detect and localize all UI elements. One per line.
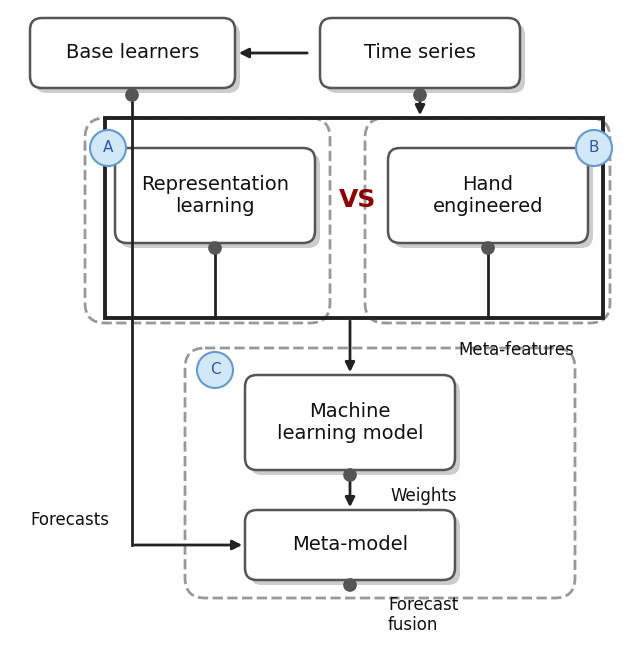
Text: Meta-model: Meta-model: [292, 536, 408, 554]
FancyBboxPatch shape: [245, 510, 455, 580]
Text: Weights: Weights: [390, 487, 456, 505]
FancyBboxPatch shape: [325, 23, 525, 93]
Circle shape: [344, 579, 356, 591]
FancyBboxPatch shape: [250, 380, 460, 475]
FancyBboxPatch shape: [115, 148, 315, 243]
Circle shape: [344, 469, 356, 481]
FancyBboxPatch shape: [250, 515, 460, 585]
Circle shape: [209, 242, 221, 254]
Text: Time series: Time series: [364, 43, 476, 63]
Text: C: C: [210, 362, 220, 378]
Text: Representation
learning: Representation learning: [141, 175, 289, 216]
Circle shape: [90, 130, 126, 166]
Text: Forecast
fusion: Forecast fusion: [388, 596, 458, 635]
FancyBboxPatch shape: [320, 18, 520, 88]
Text: Hand
engineered: Hand engineered: [433, 175, 543, 216]
Bar: [105, 118, 603, 318]
Text: A: A: [103, 140, 113, 156]
Text: VS: VS: [339, 188, 377, 212]
FancyBboxPatch shape: [120, 153, 320, 248]
FancyBboxPatch shape: [245, 375, 455, 470]
FancyBboxPatch shape: [388, 148, 588, 243]
Circle shape: [414, 89, 426, 101]
Text: Meta-features: Meta-features: [458, 341, 574, 359]
Text: B: B: [589, 140, 599, 156]
Circle shape: [576, 130, 612, 166]
Circle shape: [197, 352, 233, 388]
Text: Base learners: Base learners: [66, 43, 199, 63]
Text: Machine
learning model: Machine learning model: [276, 402, 423, 443]
Text: Forecasts: Forecasts: [30, 511, 109, 529]
Circle shape: [126, 89, 138, 101]
Circle shape: [482, 242, 494, 254]
FancyBboxPatch shape: [30, 18, 235, 88]
FancyBboxPatch shape: [35, 23, 240, 93]
FancyBboxPatch shape: [393, 153, 593, 248]
